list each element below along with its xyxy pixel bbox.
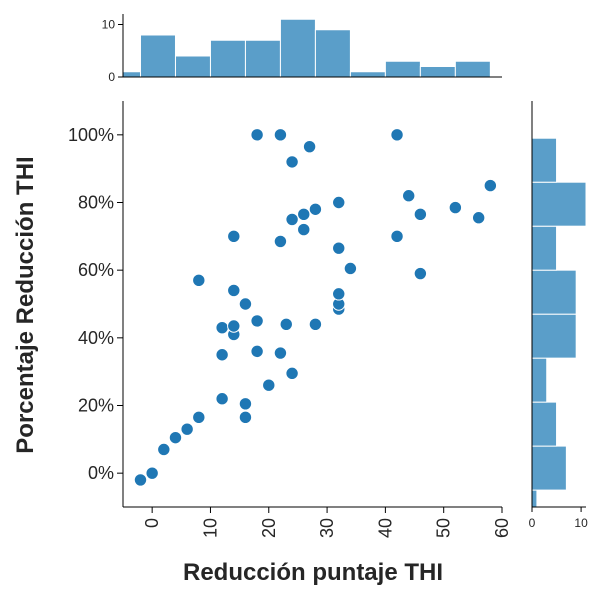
scatter-point xyxy=(297,222,311,237)
scatter-point xyxy=(285,212,299,227)
marginal-x-bar xyxy=(244,39,281,78)
scatter-point xyxy=(308,317,323,331)
marginal-x-bar xyxy=(174,55,211,78)
marginal-y-bar xyxy=(531,357,548,403)
marginal-y-bar xyxy=(531,313,577,359)
scatter-point xyxy=(273,234,288,249)
scatter-point xyxy=(180,422,194,436)
x-tick-label: 0 xyxy=(142,518,162,528)
marginal-x-histogram: 0 10 xyxy=(102,14,502,84)
x-tick-label: 10 xyxy=(200,518,220,538)
scatter-point xyxy=(250,314,264,328)
scatter-point xyxy=(238,410,253,425)
marginal-x-tick-label: 10 xyxy=(102,18,116,32)
scatter-point xyxy=(332,287,346,301)
scatter-point xyxy=(413,266,428,281)
scatter-point xyxy=(262,378,276,392)
y-tick-label: 20% xyxy=(78,396,114,416)
scatter-point xyxy=(448,200,463,215)
marginal-x-bar xyxy=(279,18,316,78)
marginal-y-bar xyxy=(531,181,587,227)
scatter-plot-area: 0 10 20 30 40 50 60 0% 20% 40% 60% 80% 100% xyxy=(68,101,512,538)
y-tick-label: 60% xyxy=(78,260,114,280)
scatter-point xyxy=(279,317,293,331)
scatter-point xyxy=(402,189,416,203)
x-axis-title: Reducción puntaje THI xyxy=(183,559,443,586)
scatter-point xyxy=(332,241,346,255)
scatter-point xyxy=(227,283,241,298)
marginal-y-bar xyxy=(531,269,577,315)
scatter-point xyxy=(308,202,323,216)
y-axis-title: Porcentaje Reducción THI xyxy=(12,156,39,453)
x-tick-label: 40 xyxy=(375,518,395,538)
y-tick-label: 40% xyxy=(78,328,114,348)
scatter-point xyxy=(273,128,288,142)
scatter-point xyxy=(133,473,148,487)
scatter-point xyxy=(250,344,264,359)
marginal-x-bar xyxy=(384,60,421,78)
scatter-point xyxy=(483,178,498,193)
scatter-point xyxy=(192,273,206,288)
marginal-x-bar xyxy=(209,39,246,78)
marginal-y-tick-label: 10 xyxy=(574,516,588,530)
scatter-point xyxy=(413,207,428,222)
marginal-x-bar xyxy=(349,71,386,78)
scatter-point xyxy=(227,319,241,333)
scatter-point xyxy=(215,348,229,362)
scatter-point xyxy=(390,229,404,244)
marginal-x-bar xyxy=(454,60,491,78)
scatter-point xyxy=(297,207,311,222)
scatter-point xyxy=(332,195,346,210)
marginal-y-histogram: 0 10 xyxy=(529,101,588,530)
scatter-point xyxy=(390,128,404,142)
marginal-x-bar xyxy=(314,29,351,78)
scatter-point xyxy=(238,297,253,311)
scatter-point xyxy=(192,410,206,425)
scatter-point xyxy=(168,430,183,445)
x-tick-label: 60 xyxy=(492,518,512,538)
scatter-point xyxy=(471,211,486,225)
x-tick-label: 20 xyxy=(259,518,279,538)
marginal-x-bar xyxy=(419,66,456,78)
marginal-y-bar xyxy=(531,445,567,491)
scatter-point xyxy=(238,397,253,411)
scatter-point xyxy=(250,128,264,142)
marginal-y-bar xyxy=(531,225,558,271)
scatter-point xyxy=(227,229,241,244)
marginal-y-tick-label: 0 xyxy=(529,516,536,530)
marginal-y-bar xyxy=(531,489,538,508)
marginal-y-bar xyxy=(531,401,558,447)
y-tick-label: 80% xyxy=(78,193,114,213)
y-tick-label: 100% xyxy=(68,125,114,145)
scatter-point xyxy=(302,139,317,154)
scatter-point xyxy=(343,261,358,276)
scatter-point xyxy=(215,392,229,406)
scatter-point xyxy=(273,346,288,360)
x-tick-label: 30 xyxy=(317,518,337,538)
scatter-point xyxy=(215,320,229,335)
scatter-point xyxy=(157,442,171,457)
x-tick-label: 50 xyxy=(434,518,454,538)
marginal-x-tick-label: 0 xyxy=(108,70,115,84)
marginal-x-bar xyxy=(122,71,141,78)
scatter-point xyxy=(285,155,299,169)
scatter-point xyxy=(285,366,299,381)
marginal-x-bar xyxy=(139,34,176,78)
marginal-y-bar xyxy=(531,137,558,183)
scatter-point xyxy=(145,466,159,480)
y-tick-label: 0% xyxy=(88,463,114,483)
